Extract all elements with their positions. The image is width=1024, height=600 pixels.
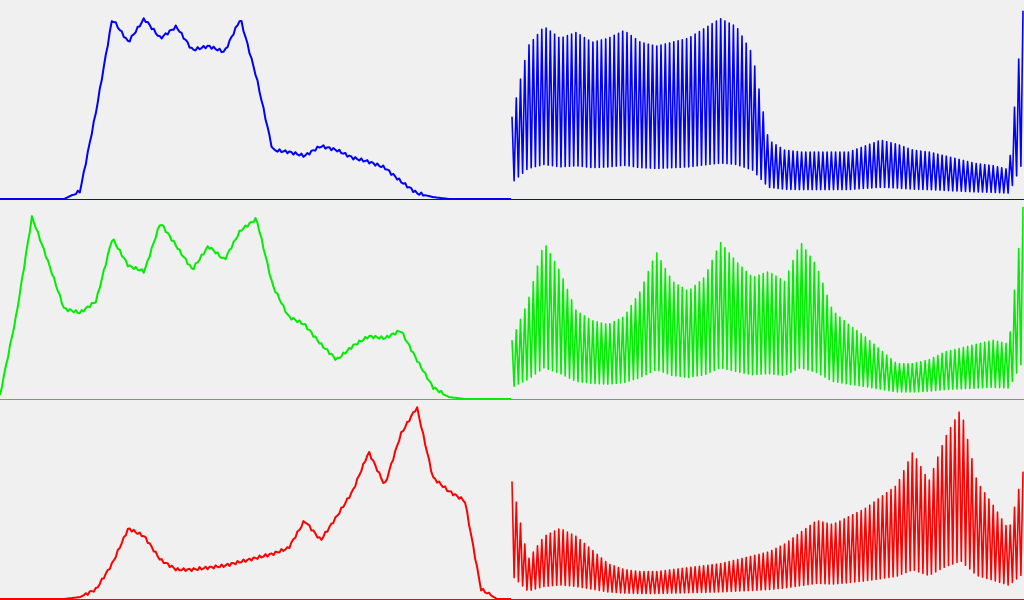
histogram-panel-middle-right: [511, 206, 1024, 400]
histogram-series-line: [0, 215, 511, 400]
histogram-series-line: [511, 206, 1024, 393]
histogram-series-line: [511, 411, 1024, 595]
histogram-panel-middle-left: [0, 215, 512, 400]
histogram-series-line: [511, 10, 1024, 194]
histogram-panel-top-right: [511, 10, 1024, 200]
histogram-series-line: [0, 406, 511, 600]
histogram-panel-bottom-left: [0, 406, 512, 600]
histogram-panel-bottom-right: [511, 411, 1024, 600]
histogram-series-line: [0, 17, 511, 200]
histogram-panel-top-left: [0, 17, 512, 200]
